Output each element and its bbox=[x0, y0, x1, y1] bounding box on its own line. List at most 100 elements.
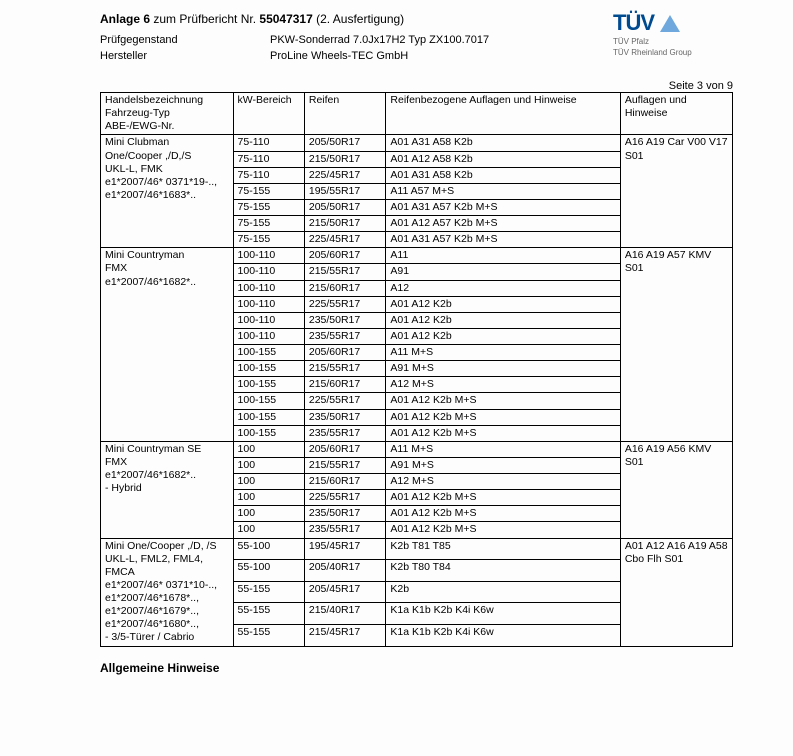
cell-hinweise: A01 A12 K2b M+S bbox=[386, 409, 620, 425]
cell-kw: 75-110 bbox=[233, 167, 304, 183]
cell-kw: 75-110 bbox=[233, 135, 304, 151]
cell-reifen: 215/40R17 bbox=[304, 603, 386, 625]
cell-reifen: 215/55R17 bbox=[304, 457, 386, 473]
cell-hinweise: K1a K1b K2b K4i K6w bbox=[386, 624, 620, 646]
cell-kw: 100 bbox=[233, 441, 304, 457]
cell-hinweise: A91 M+S bbox=[386, 361, 620, 377]
col-header-hinweise: Reifenbezogene Auflagen und Hinweise bbox=[386, 93, 620, 135]
cell-vehicle: Mini CountrymanFMXe1*2007/46*1682*.. bbox=[101, 248, 234, 442]
logo-sub1: TÜV Pfalz bbox=[613, 38, 733, 47]
cell-kw: 100-110 bbox=[233, 312, 304, 328]
cell-kw: 55-155 bbox=[233, 624, 304, 646]
cell-kw: 100-110 bbox=[233, 296, 304, 312]
cell-reifen: 195/45R17 bbox=[304, 538, 386, 560]
logo-text: TÜV bbox=[613, 10, 654, 36]
cell-kw: 75-155 bbox=[233, 199, 304, 215]
cell-hinweise: A01 A12 A58 K2b bbox=[386, 151, 620, 167]
cell-reifen: 235/50R17 bbox=[304, 409, 386, 425]
cell-kw: 100-110 bbox=[233, 328, 304, 344]
cell-hinweise: A12 M+S bbox=[386, 474, 620, 490]
cell-reifen: 215/50R17 bbox=[304, 151, 386, 167]
table-row: Mini Countryman SEFMXe1*2007/46*1682*..-… bbox=[101, 441, 733, 457]
cell-hinweise: A91 bbox=[386, 264, 620, 280]
cell-kw: 100 bbox=[233, 522, 304, 538]
cell-kw: 100-155 bbox=[233, 377, 304, 393]
cell-hinweise: K2b T80 T84 bbox=[386, 560, 620, 582]
cell-hinweise: A01 A12 K2b M+S bbox=[386, 425, 620, 441]
cell-hinweise: A12 M+S bbox=[386, 377, 620, 393]
cell-reifen: 205/50R17 bbox=[304, 135, 386, 151]
cell-auflagen: A01 A12 A16 A19 A58 Cbo Flh S01 bbox=[620, 538, 732, 646]
table-row: Mini Clubman One/Cooper ,/D,/SUKL-L, FMK… bbox=[101, 135, 733, 151]
anlage-suffix: (2. Ausfertigung) bbox=[313, 12, 404, 26]
cell-reifen: 205/45R17 bbox=[304, 581, 386, 603]
cell-hinweise: A01 A12 A57 K2b M+S bbox=[386, 216, 620, 232]
cell-reifen: 215/50R17 bbox=[304, 216, 386, 232]
cell-hinweise: A01 A12 K2b bbox=[386, 312, 620, 328]
cell-kw: 55-155 bbox=[233, 603, 304, 625]
cell-vehicle: Mini Clubman One/Cooper ,/D,/SUKL-L, FMK… bbox=[101, 135, 234, 248]
cell-reifen: 205/50R17 bbox=[304, 199, 386, 215]
cell-reifen: 235/55R17 bbox=[304, 425, 386, 441]
label-pruefgegenstand: Prüfgegenstand bbox=[100, 34, 270, 46]
cell-reifen: 215/60R17 bbox=[304, 280, 386, 296]
cell-reifen: 215/60R17 bbox=[304, 377, 386, 393]
cell-vehicle: Mini Countryman SEFMXe1*2007/46*1682*..-… bbox=[101, 441, 234, 538]
cell-kw: 100-155 bbox=[233, 425, 304, 441]
anlage-prefix: Anlage 6 bbox=[100, 12, 150, 26]
cell-auflagen: A16 A19 A56 KMV S01 bbox=[620, 441, 732, 538]
cell-hinweise: A11 A57 M+S bbox=[386, 183, 620, 199]
document-page: TÜV TÜV Pfalz TÜV Rheinland Group Anlage… bbox=[0, 0, 793, 756]
cell-auflagen: A16 A19 Car V00 V17 S01 bbox=[620, 135, 732, 248]
cell-hinweise: K2b bbox=[386, 581, 620, 603]
footer-title: Allgemeine Hinweise bbox=[100, 661, 733, 675]
cell-hinweise: A01 A12 K2b M+S bbox=[386, 522, 620, 538]
cell-hinweise: K2b T81 T85 bbox=[386, 538, 620, 560]
cell-kw: 100-155 bbox=[233, 345, 304, 361]
cell-reifen: 205/60R17 bbox=[304, 248, 386, 264]
cell-auflagen: A16 A19 A57 KMV S01 bbox=[620, 248, 732, 442]
cell-hinweise: A01 A31 A58 K2b bbox=[386, 135, 620, 151]
cell-kw: 75-155 bbox=[233, 232, 304, 248]
cell-kw: 55-155 bbox=[233, 581, 304, 603]
cell-vehicle: Mini One/Cooper ,/D, /SUKL-L, FML2, FML4… bbox=[101, 538, 234, 646]
table-header-row: HandelsbezeichnungFahrzeug-TypABE-/EWG-N… bbox=[101, 93, 733, 135]
cell-reifen: 205/60R17 bbox=[304, 441, 386, 457]
logo-sub2: TÜV Rheinland Group bbox=[613, 49, 733, 58]
cell-reifen: 235/50R17 bbox=[304, 506, 386, 522]
cell-kw: 55-100 bbox=[233, 538, 304, 560]
page-counter: Seite 3 von 9 bbox=[100, 80, 733, 92]
cell-hinweise: K1a K1b K2b K4i K6w bbox=[386, 603, 620, 625]
cell-hinweise: A01 A12 K2b bbox=[386, 328, 620, 344]
cell-kw: 100-155 bbox=[233, 361, 304, 377]
triangle-icon bbox=[660, 15, 680, 32]
anlage-mid: zum Prüfbericht Nr. bbox=[150, 12, 259, 26]
cell-kw: 100-155 bbox=[233, 409, 304, 425]
cell-kw: 55-100 bbox=[233, 560, 304, 582]
cell-reifen: 195/55R17 bbox=[304, 183, 386, 199]
cell-reifen: 235/55R17 bbox=[304, 328, 386, 344]
cell-hinweise: A01 A31 A57 K2b M+S bbox=[386, 232, 620, 248]
label-hersteller: Hersteller bbox=[100, 50, 270, 62]
cell-reifen: 225/45R17 bbox=[304, 167, 386, 183]
cell-hinweise: A01 A12 K2b bbox=[386, 296, 620, 312]
cell-reifen: 205/60R17 bbox=[304, 345, 386, 361]
cell-kw: 75-155 bbox=[233, 183, 304, 199]
col-header-reifen: Reifen bbox=[304, 93, 386, 135]
cell-reifen: 235/50R17 bbox=[304, 312, 386, 328]
col-header-vehicle: HandelsbezeichnungFahrzeug-TypABE-/EWG-N… bbox=[101, 93, 234, 135]
cell-hinweise: A01 A31 A57 K2b M+S bbox=[386, 199, 620, 215]
cell-kw: 100 bbox=[233, 457, 304, 473]
cell-reifen: 215/60R17 bbox=[304, 474, 386, 490]
report-number: 55047317 bbox=[259, 12, 312, 26]
data-table: HandelsbezeichnungFahrzeug-TypABE-/EWG-N… bbox=[100, 92, 733, 647]
cell-kw: 75-110 bbox=[233, 151, 304, 167]
cell-kw: 100 bbox=[233, 506, 304, 522]
cell-reifen: 215/55R17 bbox=[304, 264, 386, 280]
cell-hinweise: A91 M+S bbox=[386, 457, 620, 473]
cell-kw: 75-155 bbox=[233, 216, 304, 232]
cell-kw: 100 bbox=[233, 474, 304, 490]
tuv-logo: TÜV TÜV Pfalz TÜV Rheinland Group bbox=[613, 10, 733, 58]
cell-kw: 100-110 bbox=[233, 280, 304, 296]
col-header-auflagen: Auflagen und Hinweise bbox=[620, 93, 732, 135]
